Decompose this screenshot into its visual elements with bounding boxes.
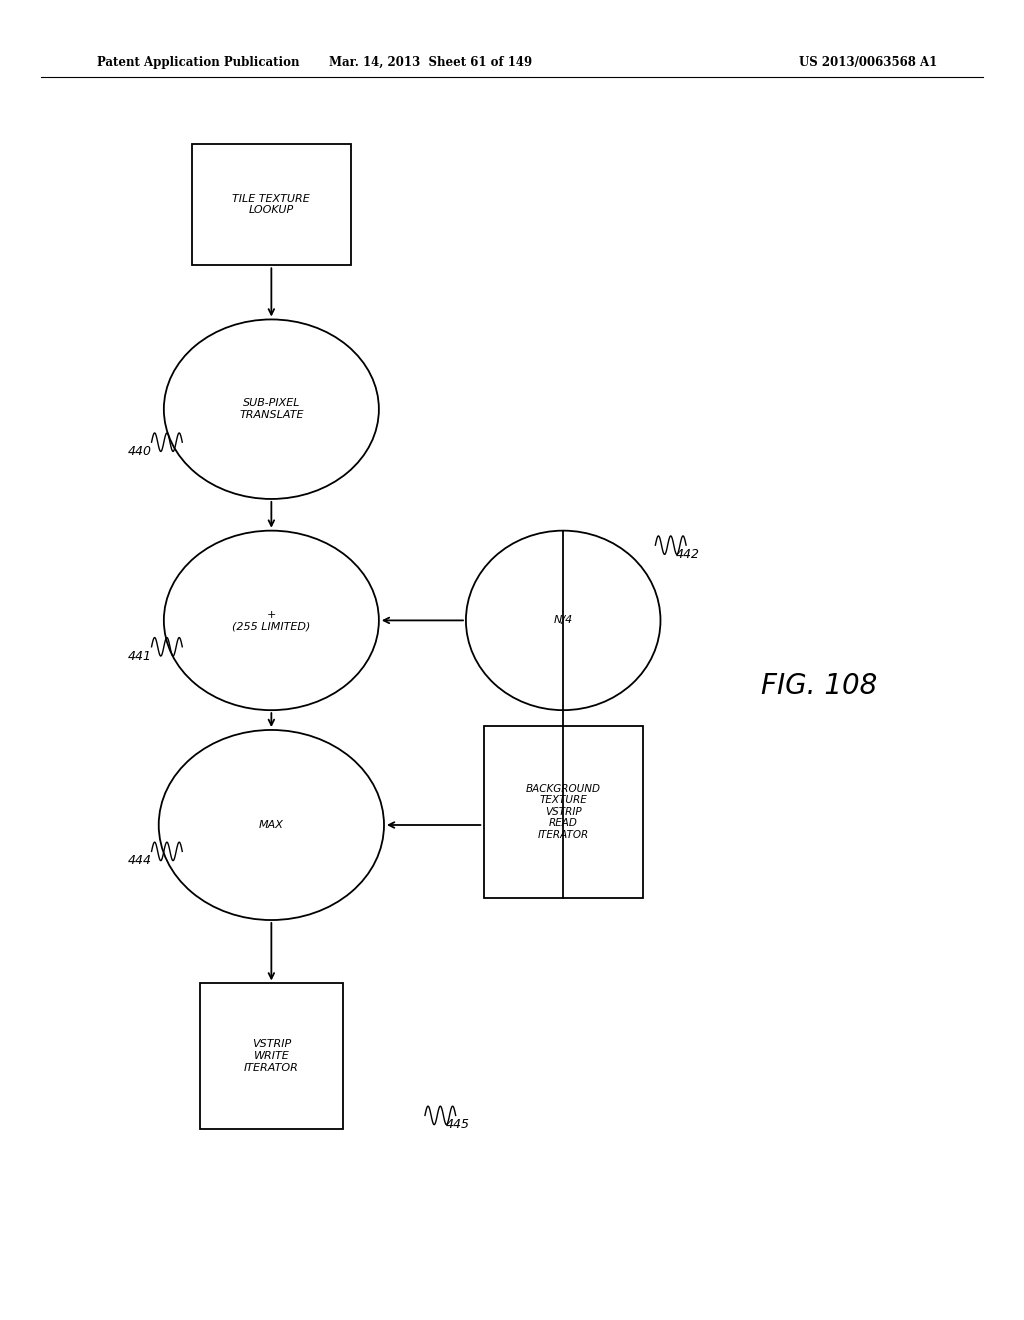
Text: Mar. 14, 2013  Sheet 61 of 149: Mar. 14, 2013 Sheet 61 of 149 <box>329 55 531 69</box>
Ellipse shape <box>164 531 379 710</box>
Text: 440: 440 <box>128 445 152 458</box>
Text: FIG. 108: FIG. 108 <box>761 672 878 701</box>
Text: 445: 445 <box>445 1118 469 1131</box>
Text: MAX: MAX <box>259 820 284 830</box>
Text: 444: 444 <box>128 854 152 867</box>
Text: TILE TEXTURE
LOOKUP: TILE TEXTURE LOOKUP <box>232 194 310 215</box>
FancyBboxPatch shape <box>200 983 343 1129</box>
Ellipse shape <box>164 319 379 499</box>
Text: VSTRIP
WRITE
ITERATOR: VSTRIP WRITE ITERATOR <box>244 1039 299 1073</box>
FancyBboxPatch shape <box>484 726 643 898</box>
FancyBboxPatch shape <box>193 144 350 265</box>
Text: SUB-PIXEL
TRANSLATE: SUB-PIXEL TRANSLATE <box>240 399 303 420</box>
Text: Patent Application Publication: Patent Application Publication <box>97 55 300 69</box>
Text: +
(255 LIMITED): + (255 LIMITED) <box>232 610 310 631</box>
Ellipse shape <box>159 730 384 920</box>
Ellipse shape <box>466 531 660 710</box>
Text: 441: 441 <box>128 649 152 663</box>
Text: BACKGROUND
TEXTURE
VSTRIP
READ
ITERATOR: BACKGROUND TEXTURE VSTRIP READ ITERATOR <box>525 784 601 840</box>
Text: N/4: N/4 <box>554 615 572 626</box>
Text: 442: 442 <box>676 548 699 561</box>
Text: US 2013/0063568 A1: US 2013/0063568 A1 <box>799 55 937 69</box>
